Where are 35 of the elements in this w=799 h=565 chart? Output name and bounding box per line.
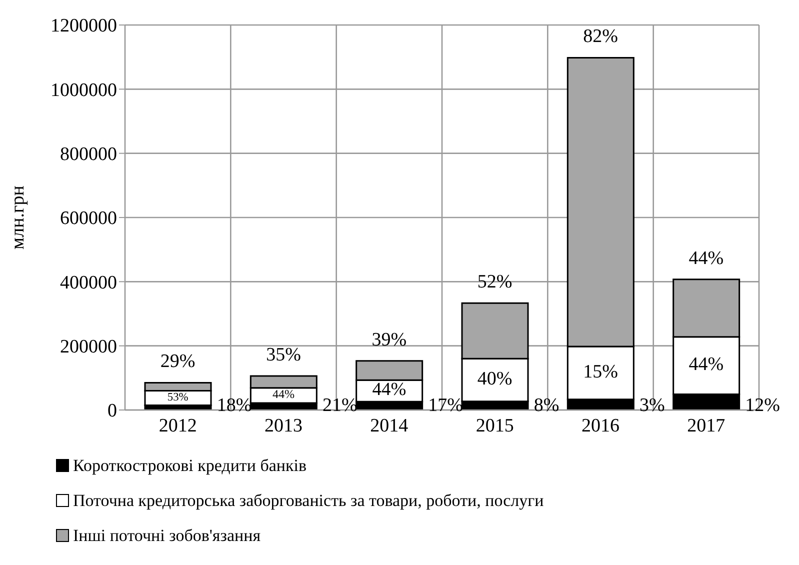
- y-tick-label: 600000: [60, 208, 117, 230]
- x-tick-label: 2015: [476, 415, 514, 436]
- x-tick-label: 2013: [264, 415, 302, 436]
- y-tick-label: 400000: [60, 272, 117, 294]
- legend-label: Поточна кредиторська заборгованість за товари, роботи, послуги: [73, 490, 544, 510]
- annotation: 44%: [688, 248, 724, 269]
- annotation: 44%: [688, 354, 724, 375]
- legend-label: Короткострокові кредити банків: [73, 456, 307, 476]
- annotation: 82%: [583, 26, 618, 48]
- annotation: 44%: [372, 379, 406, 400]
- x-tick-label: 2012: [158, 415, 197, 436]
- annotation: 18%: [216, 395, 252, 416]
- legend-label: Інші поточні зобов'язання: [73, 526, 261, 546]
- x-tick-label: 2017: [687, 415, 726, 436]
- y-tick-label: 800000: [60, 144, 117, 166]
- annotation: 8%: [534, 395, 560, 416]
- x-tick-label: 2016: [582, 415, 620, 436]
- annotation: 15%: [583, 361, 618, 382]
- y-tick-label: 200000: [60, 336, 117, 358]
- annotation: 21%: [322, 395, 358, 416]
- y-tick-label: 1200000: [50, 16, 117, 37]
- y-tick-label: 0: [108, 400, 117, 422]
- annotation: 53%: [167, 392, 189, 404]
- annotation: 39%: [372, 329, 407, 350]
- y-tick-label: 1000000: [50, 80, 117, 101]
- y-axis-title: млн.грн: [8, 186, 29, 250]
- annotation: 29%: [160, 351, 196, 372]
- annotation: 3%: [640, 395, 665, 416]
- annotation: 17%: [428, 395, 464, 416]
- annotation: 52%: [477, 272, 512, 293]
- annotation: 12%: [745, 395, 780, 416]
- annotation: 44%: [272, 387, 295, 402]
- annotation: 40%: [477, 368, 512, 390]
- annotation: 35%: [266, 344, 302, 366]
- x-tick-label: 2014: [370, 415, 409, 436]
